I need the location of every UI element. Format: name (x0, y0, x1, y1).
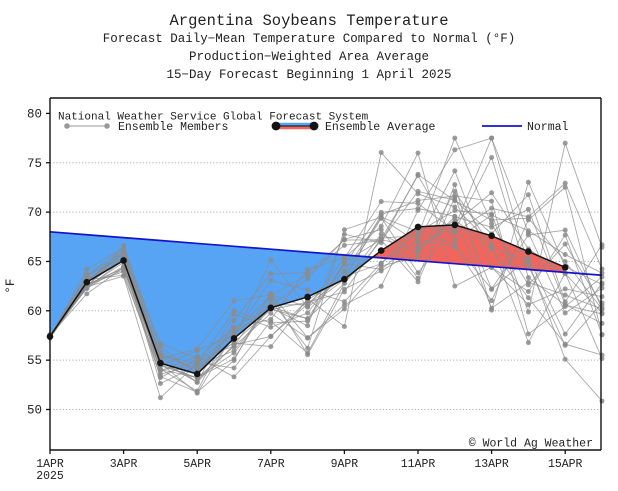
svg-text:50: 50 (27, 404, 42, 418)
svg-text:3APR: 3APR (110, 458, 138, 471)
svg-text:60: 60 (27, 305, 42, 319)
svg-text:Normal: Normal (527, 121, 569, 134)
svg-text:55: 55 (27, 354, 42, 368)
svg-text:70: 70 (27, 206, 42, 220)
svg-text:°F: °F (4, 279, 18, 294)
svg-text:9APR: 9APR (331, 458, 359, 471)
svg-text:© World Ag Weather: © World Ag Weather (469, 438, 593, 451)
svg-text:65: 65 (27, 255, 42, 269)
svg-text:2025: 2025 (36, 470, 64, 483)
svg-text:75: 75 (27, 157, 42, 171)
svg-text:5APR: 5APR (183, 458, 211, 471)
svg-text:Ensemble Members: Ensemble Members (118, 121, 228, 134)
svg-text:80: 80 (27, 107, 42, 121)
svg-text:11APR: 11APR (401, 458, 436, 471)
svg-text:7APR: 7APR (257, 458, 285, 471)
svg-text:15APR: 15APR (548, 458, 583, 471)
svg-text:13APR: 13APR (474, 458, 509, 471)
svg-text:Ensemble Average: Ensemble Average (325, 121, 436, 134)
